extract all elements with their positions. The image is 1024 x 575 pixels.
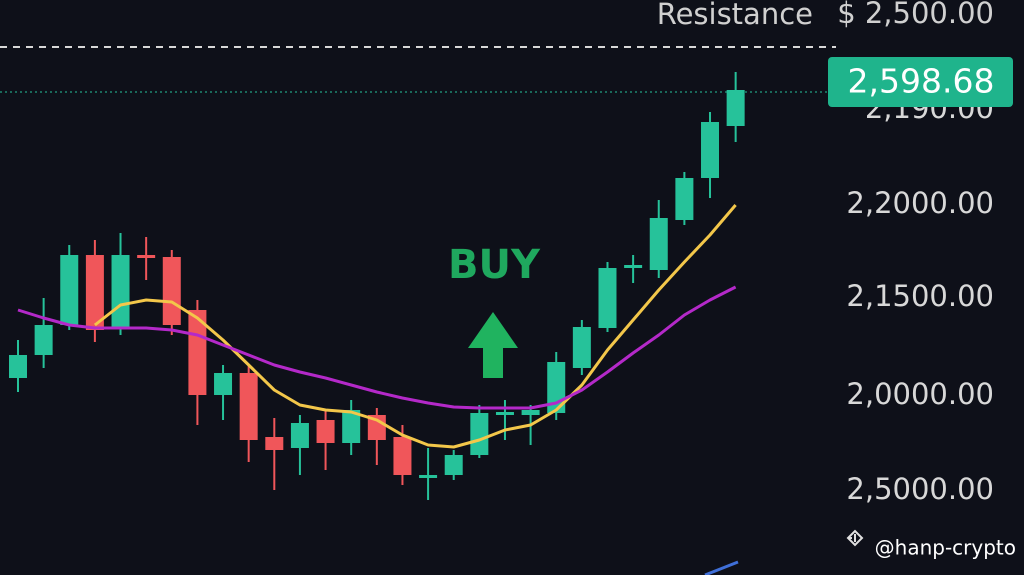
current-price-box bbox=[828, 57, 1013, 107]
watermark: @hanp-crypto bbox=[875, 536, 1016, 560]
candle-body bbox=[342, 410, 361, 443]
candle-body bbox=[649, 218, 668, 270]
indicator-line bbox=[704, 560, 739, 575]
buy-signal: BUY bbox=[448, 242, 541, 288]
candle-body bbox=[598, 268, 617, 328]
candle-body bbox=[316, 420, 335, 443]
resistance-label: Resistance bbox=[657, 0, 813, 31]
candle-body bbox=[290, 423, 309, 448]
candle-body bbox=[162, 257, 181, 325]
price-axis: 2,190.002,2000.002,1500.002,0000.002,500… bbox=[846, 91, 994, 506]
candle-body bbox=[444, 455, 463, 475]
candle-body bbox=[137, 255, 156, 258]
candle-body bbox=[675, 178, 694, 220]
candle-body bbox=[34, 325, 53, 355]
candle-body bbox=[701, 122, 720, 178]
buy-arrow bbox=[468, 312, 518, 378]
candle-body bbox=[265, 437, 284, 450]
candle-body bbox=[521, 410, 540, 415]
candle-body bbox=[419, 475, 438, 478]
candle-body bbox=[214, 373, 233, 395]
moving-average-line bbox=[17, 285, 737, 410]
price-label: 2,2000.00 bbox=[846, 186, 994, 220]
candle-body bbox=[111, 255, 130, 328]
candle-body bbox=[624, 265, 643, 268]
candle-body bbox=[726, 90, 745, 126]
current-price: 2,598.68 bbox=[848, 62, 995, 101]
candle-body bbox=[495, 412, 514, 415]
candle-body bbox=[572, 327, 591, 368]
watermark-icon bbox=[846, 529, 864, 547]
candle-body bbox=[85, 255, 104, 330]
plot-area bbox=[9, 72, 745, 500]
candle-body bbox=[239, 373, 258, 440]
candle-body bbox=[470, 413, 489, 455]
candle-body bbox=[393, 437, 412, 475]
candle-body bbox=[9, 355, 27, 378]
resistance-price: $ 2,500.00 bbox=[837, 0, 994, 30]
candle-body bbox=[60, 255, 79, 325]
candle-body bbox=[188, 310, 207, 395]
price-label: 2,1500.00 bbox=[846, 279, 994, 313]
price-label: 2,0000.00 bbox=[846, 377, 994, 411]
price-label: 2,5000.00 bbox=[846, 472, 994, 506]
moving-average-line bbox=[93, 204, 737, 449]
